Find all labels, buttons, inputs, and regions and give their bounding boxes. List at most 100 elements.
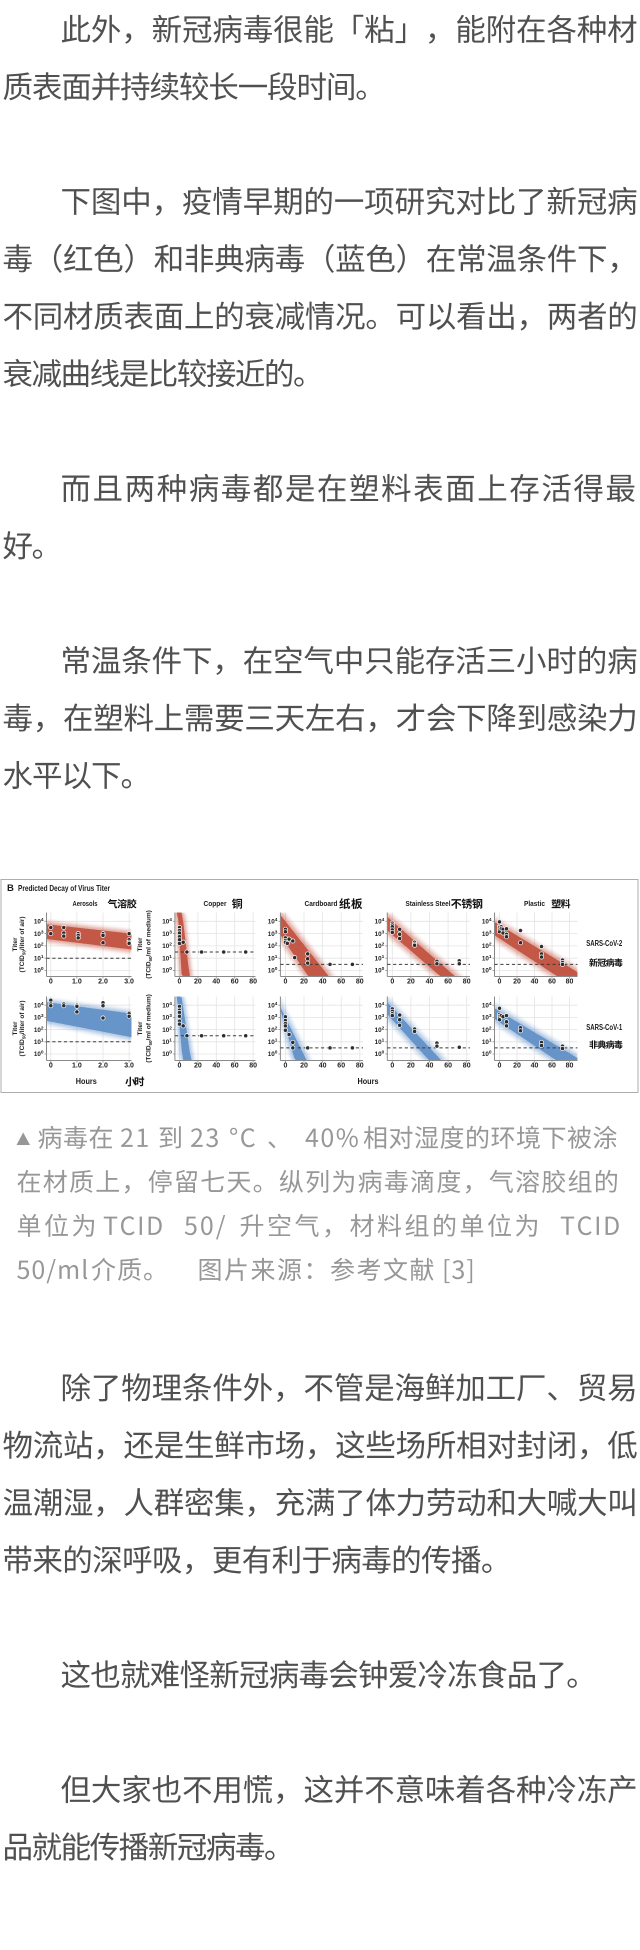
svg-text:102: 102 bbox=[482, 1025, 492, 1034]
svg-text:104: 104 bbox=[162, 917, 172, 926]
svg-text:SARS-CoV-1: SARS-CoV-1 bbox=[586, 1023, 622, 1032]
svg-text:104: 104 bbox=[268, 917, 278, 926]
svg-text:B: B bbox=[7, 883, 14, 894]
svg-text:20: 20 bbox=[513, 979, 521, 986]
svg-text:103: 103 bbox=[375, 1013, 385, 1022]
svg-text:100: 100 bbox=[34, 966, 44, 975]
svg-text:(TCID50/liter of air): (TCID50/liter of air) bbox=[19, 917, 27, 973]
svg-text:104: 104 bbox=[268, 1001, 278, 1010]
svg-text:60: 60 bbox=[337, 979, 345, 986]
svg-text:60: 60 bbox=[444, 979, 452, 986]
svg-text:80: 80 bbox=[249, 979, 257, 986]
svg-text:80: 80 bbox=[463, 1063, 471, 1070]
svg-text:Predicted Decay of Virus Titer: Predicted Decay of Virus Titer bbox=[18, 883, 111, 893]
svg-text:102: 102 bbox=[162, 1025, 172, 1034]
svg-text:Hours: Hours bbox=[76, 1077, 97, 1086]
svg-text:101: 101 bbox=[375, 1038, 385, 1047]
svg-text:104: 104 bbox=[482, 917, 492, 926]
svg-text:101: 101 bbox=[162, 1038, 172, 1047]
svg-text:20: 20 bbox=[407, 979, 415, 986]
svg-text:0: 0 bbox=[178, 979, 182, 986]
svg-text:80: 80 bbox=[356, 979, 364, 986]
svg-text:101: 101 bbox=[482, 954, 492, 963]
svg-text:(TCID50/ml of medium): (TCID50/ml of medium) bbox=[145, 994, 153, 1063]
svg-text:0: 0 bbox=[283, 1063, 287, 1070]
svg-text:Stainless Steel: Stainless Steel bbox=[406, 899, 451, 908]
svg-text:0: 0 bbox=[49, 979, 53, 986]
svg-text:40: 40 bbox=[531, 979, 539, 986]
svg-text:60: 60 bbox=[548, 979, 556, 986]
svg-text:102: 102 bbox=[34, 1025, 44, 1034]
svg-text:(TCID50/ml of medium): (TCID50/ml of medium) bbox=[145, 910, 153, 979]
svg-text:60: 60 bbox=[548, 1063, 556, 1070]
svg-text:102: 102 bbox=[482, 942, 492, 951]
svg-text:0: 0 bbox=[283, 979, 287, 986]
svg-text:104: 104 bbox=[482, 1001, 492, 1010]
svg-text:60: 60 bbox=[231, 1063, 239, 1070]
svg-text:100: 100 bbox=[482, 966, 492, 975]
svg-text:104: 104 bbox=[162, 1001, 172, 1010]
svg-text:101: 101 bbox=[34, 1038, 44, 1047]
svg-text:Plastic: Plastic bbox=[524, 899, 545, 908]
svg-text:102: 102 bbox=[268, 1025, 278, 1034]
svg-text:20: 20 bbox=[300, 1063, 308, 1070]
svg-text:40: 40 bbox=[212, 1063, 220, 1070]
svg-text:102: 102 bbox=[375, 1025, 385, 1034]
svg-text:100: 100 bbox=[34, 1050, 44, 1059]
svg-text:102: 102 bbox=[268, 942, 278, 951]
svg-text:104: 104 bbox=[375, 1001, 385, 1010]
svg-text:103: 103 bbox=[162, 1013, 172, 1022]
svg-text:104: 104 bbox=[34, 917, 44, 926]
svg-text:SARS-CoV-2: SARS-CoV-2 bbox=[586, 939, 622, 948]
svg-text:3.0: 3.0 bbox=[124, 979, 134, 986]
svg-text:20: 20 bbox=[407, 1063, 415, 1070]
svg-text:103: 103 bbox=[482, 1013, 492, 1022]
svg-text:101: 101 bbox=[34, 954, 44, 963]
svg-text:40: 40 bbox=[212, 979, 220, 986]
svg-text:101: 101 bbox=[268, 954, 278, 963]
svg-text:0: 0 bbox=[49, 1063, 53, 1070]
svg-text:1.0: 1.0 bbox=[72, 979, 82, 986]
svg-text:Titer: Titer bbox=[137, 937, 144, 951]
svg-text:103: 103 bbox=[268, 1013, 278, 1022]
svg-text:101: 101 bbox=[482, 1038, 492, 1047]
svg-text:60: 60 bbox=[444, 1063, 452, 1070]
svg-text:0: 0 bbox=[390, 1063, 394, 1070]
svg-text:60: 60 bbox=[231, 979, 239, 986]
svg-text:2.0: 2.0 bbox=[98, 979, 108, 986]
svg-text:104: 104 bbox=[34, 1001, 44, 1010]
svg-text:102: 102 bbox=[375, 942, 385, 951]
svg-text:102: 102 bbox=[162, 942, 172, 951]
svg-text:40: 40 bbox=[426, 979, 434, 986]
svg-text:Cardboard: Cardboard bbox=[305, 899, 338, 908]
svg-text:101: 101 bbox=[268, 1038, 278, 1047]
svg-text:20: 20 bbox=[300, 979, 308, 986]
svg-text:20: 20 bbox=[194, 979, 202, 986]
svg-text:0: 0 bbox=[498, 979, 502, 986]
svg-text:100: 100 bbox=[375, 1050, 385, 1059]
svg-text:(TCID50/liter of air): (TCID50/liter of air) bbox=[19, 1001, 27, 1057]
svg-text:104: 104 bbox=[375, 917, 385, 926]
svg-text:80: 80 bbox=[566, 979, 574, 986]
svg-text:103: 103 bbox=[162, 929, 172, 938]
svg-text:Copper: Copper bbox=[204, 899, 227, 908]
svg-text:103: 103 bbox=[34, 929, 44, 938]
svg-text:0: 0 bbox=[178, 1063, 182, 1070]
svg-text:40: 40 bbox=[319, 979, 327, 986]
svg-text:40: 40 bbox=[531, 1063, 539, 1070]
svg-text:101: 101 bbox=[162, 954, 172, 963]
svg-text:2.0: 2.0 bbox=[98, 1063, 108, 1070]
svg-text:Titer: Titer bbox=[137, 1021, 144, 1035]
svg-text:100: 100 bbox=[375, 966, 385, 975]
svg-text:103: 103 bbox=[375, 929, 385, 938]
svg-text:100: 100 bbox=[162, 966, 172, 975]
svg-text:3.0: 3.0 bbox=[124, 1063, 134, 1070]
svg-text:100: 100 bbox=[162, 1050, 172, 1059]
svg-text:20: 20 bbox=[194, 1063, 202, 1070]
svg-text:80: 80 bbox=[249, 1063, 257, 1070]
svg-text:100: 100 bbox=[268, 966, 278, 975]
svg-text:20: 20 bbox=[513, 1063, 521, 1070]
svg-text:Hours: Hours bbox=[358, 1077, 379, 1086]
svg-text:Aerosols: Aerosols bbox=[73, 899, 98, 908]
svg-text:Titer: Titer bbox=[12, 937, 19, 951]
